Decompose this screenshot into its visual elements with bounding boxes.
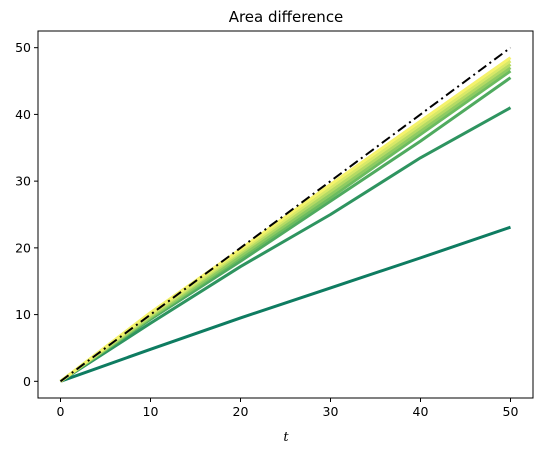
- x-axis-label: t: [283, 430, 289, 445]
- x-tick-label-4: 40: [413, 404, 429, 419]
- series-line-0: [59, 225, 511, 383]
- series-line-4: [59, 66, 512, 383]
- x-tick-label-0: 0: [57, 404, 65, 419]
- x-tick-label-1: 10: [143, 404, 159, 419]
- x-tick-label-3: 30: [323, 404, 339, 419]
- y-tick-label-0: 0: [23, 374, 31, 389]
- series-layer: [59, 46, 512, 383]
- chart-title: Area difference: [229, 8, 344, 26]
- series-line-1: [59, 106, 512, 383]
- x-tick-label-2: 20: [233, 404, 249, 419]
- series-line-7: [59, 56, 512, 383]
- series-line-5: [59, 63, 512, 383]
- reference-line: [59, 46, 512, 383]
- y-tick-label-4: 40: [15, 107, 31, 122]
- y-tick-label-3: 30: [15, 174, 31, 189]
- plot-frame: [37, 30, 534, 399]
- x-tick-label-5: 50: [503, 404, 519, 419]
- y-tick-label-5: 50: [15, 40, 31, 55]
- y-tick-label-2: 20: [15, 240, 31, 255]
- ticks-layer: 0 10 20 30 40 50 0 10 20 30 40 50: [15, 40, 518, 419]
- y-tick-label-1: 10: [15, 307, 31, 322]
